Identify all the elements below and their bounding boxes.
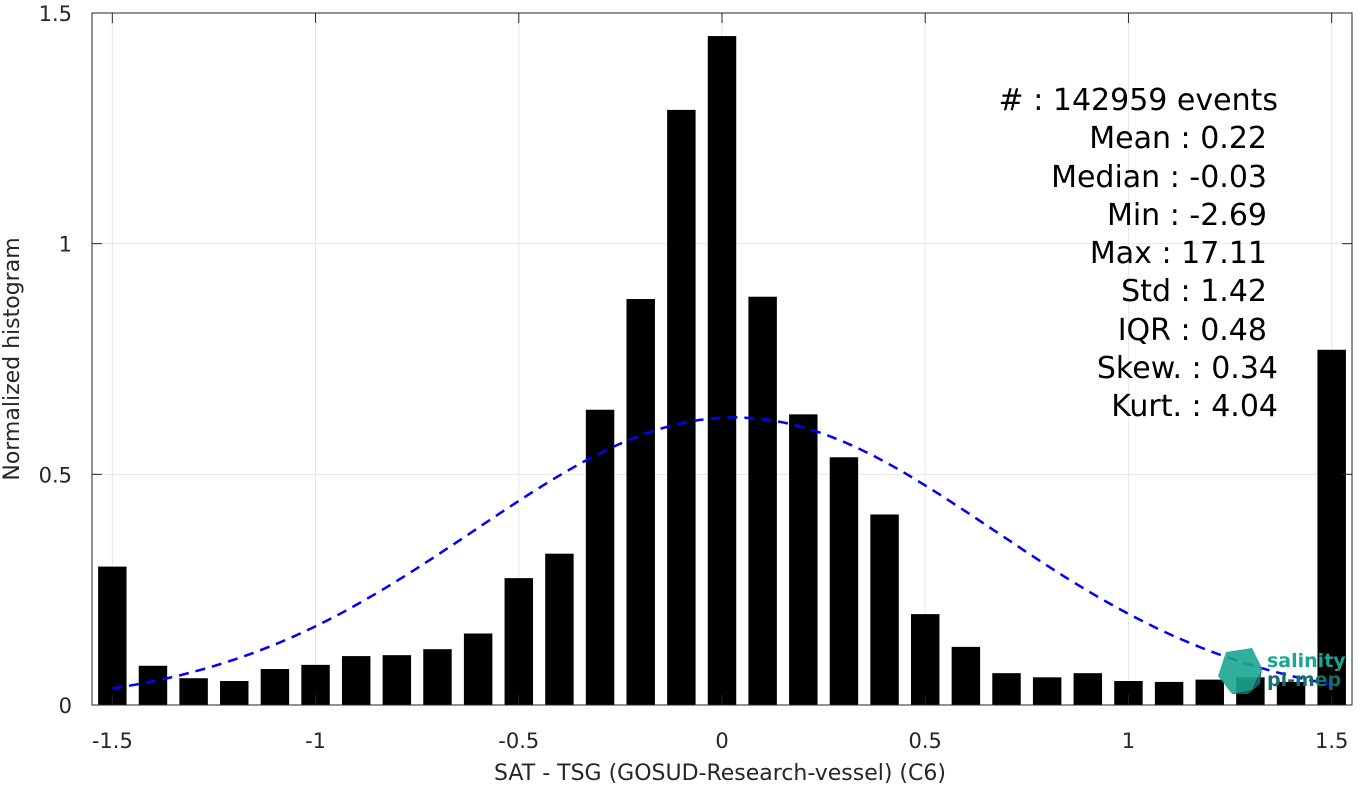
y-tick-label-1: 0.5	[39, 463, 72, 487]
bar-14	[667, 109, 696, 705]
bar-17	[789, 414, 818, 705]
x-tick-label-6: 1.5	[1315, 729, 1348, 753]
bar-6	[341, 656, 371, 705]
stat-iqr: IQR : 0.48	[1118, 313, 1267, 348]
stat-median: Median : -0.03	[1051, 160, 1267, 195]
x-tick-label-2: -0.5	[498, 729, 539, 753]
bar-24	[1073, 673, 1103, 705]
stat-std: Std : 1.42	[1121, 274, 1267, 309]
statistics-box: # : 142959 events Mean : 0.22 Median : -…	[999, 83, 1278, 424]
stat-skew: Skew. : 0.34	[1097, 351, 1278, 386]
x-tick-label-0: -1.5	[92, 729, 133, 753]
logo-mark-icon	[1218, 648, 1262, 694]
bar-8	[423, 649, 452, 705]
bar-4	[260, 669, 290, 705]
bar-16	[748, 296, 777, 705]
bar-23	[1032, 677, 1062, 705]
bar-20	[911, 614, 940, 705]
bar-18	[829, 457, 859, 705]
bar-29	[1276, 681, 1306, 705]
bar-26	[1154, 681, 1184, 705]
bar-25	[1114, 681, 1143, 705]
bar-15	[707, 36, 737, 706]
bar-30	[1317, 349, 1346, 705]
bar-10	[504, 578, 533, 705]
x-tick-label-3: 0	[715, 729, 728, 753]
bar-3	[220, 681, 249, 705]
x-tick-label-4: 0.5	[909, 729, 942, 753]
bar-13	[626, 299, 655, 705]
logo-mark-shadow-icon	[1232, 668, 1262, 694]
bar-19	[870, 514, 899, 705]
logo-line1: salinity	[1267, 650, 1346, 672]
axis-ticks: -1.5 -1 -0.5 0 0.5 1 1.5 0 0.5 1 1.5	[39, 2, 1352, 753]
bar-27	[1195, 679, 1224, 705]
y-tick-label-0: 0	[59, 694, 72, 718]
salinity-pimep-logo: salinity pi-mep	[1218, 648, 1346, 694]
bar-1	[138, 665, 168, 705]
gaussian-fit-curve	[112, 416, 1332, 690]
bar-21	[951, 646, 981, 705]
stat-mean: Mean : 0.22	[1089, 121, 1267, 156]
stat-min: Min : -2.69	[1107, 198, 1267, 233]
bar-7	[382, 655, 412, 705]
bar-9	[463, 633, 493, 705]
stat-max: Max : 17.11	[1090, 236, 1267, 271]
bar-2	[179, 678, 208, 705]
bar-11	[545, 553, 574, 705]
x-tick-label-5: 1	[1122, 729, 1135, 753]
x-axis-label: SAT - TSG (GOSUD-Research-vessel) (C6)	[494, 761, 946, 785]
bar-0	[98, 566, 127, 705]
y-tick-label-2: 1	[59, 233, 72, 257]
x-tick-label-1: -1	[305, 729, 326, 753]
bar-22	[992, 673, 1021, 705]
logo-line2: pi-mep	[1267, 669, 1341, 691]
stat-kurt: Kurt. : 4.04	[1111, 389, 1278, 424]
histogram-bars	[98, 36, 1346, 706]
y-axis-label: Normalized histogram	[0, 237, 25, 480]
stat-events: # : 142959 events	[999, 83, 1278, 118]
y-tick-label-3: 1.5	[39, 2, 72, 26]
